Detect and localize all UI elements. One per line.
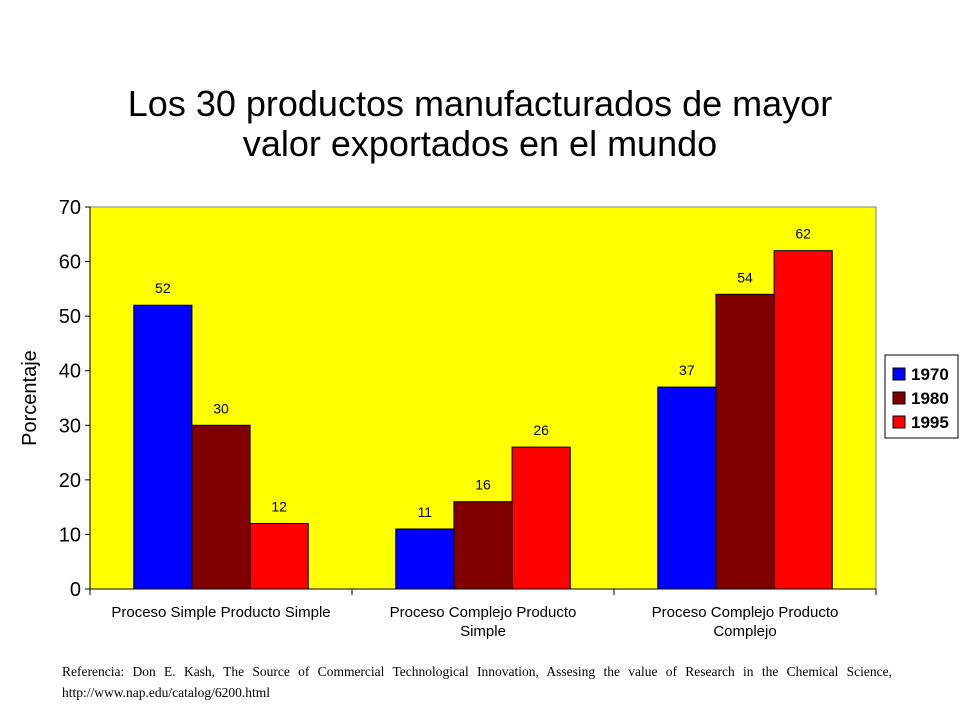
legend-swatch-1995 — [892, 415, 906, 429]
y-tick-label: 20 — [59, 470, 81, 492]
chart-title-line-2: valor exportados en el mundo — [242, 123, 718, 164]
x-category-label: Complejo — [713, 623, 776, 640]
y-axis-title: Porcentaje — [19, 350, 41, 446]
bar-1970 — [133, 304, 193, 590]
y-tick-label: 10 — [59, 524, 81, 546]
legend-swatch-1970 — [892, 367, 906, 381]
bar-1980 — [191, 424, 251, 590]
data-label: 26 — [533, 422, 549, 438]
bar-1995 — [511, 446, 571, 590]
y-tick-label: 70 — [59, 197, 81, 219]
reference-note: Referencia: Don E. Kash, The Source of C… — [62, 664, 892, 700]
chart-title-line-1: Los 30 productos manufacturados de mayor — [127, 83, 833, 124]
x-category-label: Simple — [460, 623, 506, 640]
y-tick-label: 50 — [59, 306, 81, 328]
bar-1970 — [395, 528, 455, 590]
y-tick-label: 30 — [59, 415, 81, 437]
bar-1970 — [657, 386, 717, 590]
data-label: 12 — [271, 499, 287, 515]
x-category-label: Proceso Complejo Producto — [652, 604, 839, 621]
data-label: 52 — [155, 280, 171, 296]
legend-swatch-1980 — [892, 391, 906, 405]
y-tick-label: 40 — [59, 361, 81, 383]
legend-label-1995: 1995 — [911, 413, 949, 432]
x-category-label: Proceso Complejo Producto — [390, 604, 577, 621]
bar-1995 — [249, 523, 309, 590]
data-label: 37 — [679, 362, 695, 378]
legend-label-1980: 1980 — [911, 389, 949, 408]
bar-1995 — [773, 250, 833, 590]
y-tick-label: 0 — [70, 579, 81, 601]
data-label: 11 — [418, 504, 433, 520]
data-label: 54 — [737, 269, 753, 285]
legend-label-1970: 1970 — [911, 365, 949, 384]
y-tick-label: 60 — [59, 252, 81, 274]
chart-title: Los 30 productos manufacturados de mayor… — [0, 84, 960, 164]
bar-1980 — [453, 501, 513, 590]
data-label: 30 — [213, 400, 229, 416]
data-label: 62 — [795, 226, 811, 242]
x-category-label: Proceso Simple Producto Simple — [111, 604, 330, 621]
data-label: 16 — [475, 477, 491, 493]
bar-1980 — [715, 293, 775, 590]
